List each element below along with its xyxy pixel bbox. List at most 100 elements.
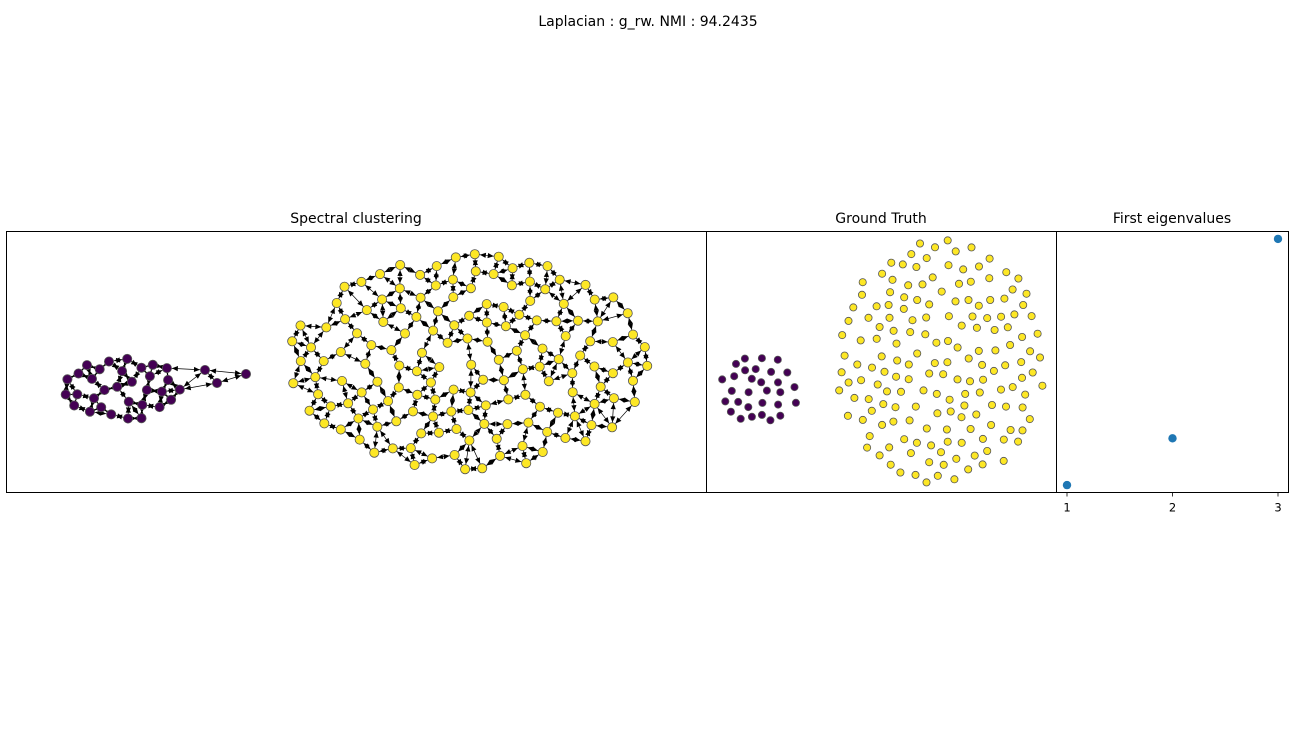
edge-arrowhead — [571, 397, 577, 404]
graph-node — [517, 440, 528, 451]
ground-truth-point — [1000, 294, 1009, 303]
graph-node — [446, 406, 457, 417]
ground-truth-point — [757, 354, 766, 363]
ground-truth-point — [953, 375, 962, 384]
edge-arrowhead — [465, 445, 471, 452]
ground-truth-point — [883, 387, 892, 396]
edge-arrowhead — [168, 388, 175, 394]
edge-arrowhead — [593, 310, 599, 317]
edge-arrowhead — [392, 354, 397, 362]
edge-arrowhead — [424, 288, 431, 295]
ground-truth-point — [1018, 373, 1027, 382]
edge-arrowhead — [94, 380, 101, 387]
edge-arrowhead — [297, 342, 304, 348]
ground-truth-point — [1019, 300, 1028, 309]
edge-arrowhead — [372, 313, 380, 319]
graph-node — [629, 396, 640, 407]
graph-node — [431, 261, 442, 272]
graph-node — [575, 350, 586, 361]
edge-arrowhead — [527, 267, 533, 274]
graph-node — [481, 317, 492, 328]
edge-arrowhead — [451, 268, 457, 275]
ground-truth-point — [1002, 268, 1011, 277]
ground-truth-point — [1026, 347, 1035, 356]
edge-arrowhead — [441, 259, 448, 264]
figure-suptitle: Laplacian : g_rw. NMI : 94.2435 — [538, 14, 757, 30]
edge-arrowhead — [600, 310, 606, 318]
edge-arrowhead — [386, 291, 393, 297]
graph-node — [354, 434, 365, 445]
ground-truth-point — [908, 316, 917, 325]
ground-truth-point — [843, 411, 852, 420]
graph-node — [106, 409, 117, 420]
edge-arrowhead — [496, 421, 503, 427]
graph-node — [425, 377, 436, 388]
edge-arrowhead — [420, 459, 428, 465]
edge-arrowhead — [449, 394, 455, 401]
ground-truth-point — [766, 416, 775, 425]
edge-arrowhead — [602, 316, 610, 321]
ground-truth-point — [983, 446, 992, 455]
ground-truth-point — [889, 417, 898, 426]
ground-truth-point — [900, 435, 909, 444]
edge-arrowhead — [381, 448, 388, 454]
edge-arrowhead — [523, 427, 529, 434]
edge-arrowhead — [404, 456, 411, 462]
edge-arrowhead — [450, 286, 456, 293]
edge-arrowhead — [559, 347, 565, 355]
edge-arrowhead — [384, 277, 391, 283]
ground-truth-point — [741, 366, 750, 375]
edge-arrowhead — [488, 377, 495, 383]
ground-truth-point — [762, 386, 771, 395]
ground-truth-point — [879, 400, 888, 409]
edge-arrowhead — [330, 376, 337, 382]
ground-truth-point — [885, 443, 894, 452]
graph-node — [112, 381, 123, 392]
ground-truth-point — [964, 354, 973, 363]
edge-arrowhead — [362, 410, 370, 416]
edge-arrowhead — [586, 288, 593, 296]
edge-arrowhead — [601, 339, 608, 345]
ground-truth-point — [966, 277, 975, 286]
edge-arrowhead — [529, 397, 537, 404]
edge-arrowhead — [420, 373, 427, 380]
edge-arrowhead — [63, 384, 69, 391]
edge-arrowhead — [502, 311, 508, 319]
graph-node — [608, 292, 619, 303]
edge-arrowhead — [490, 400, 498, 406]
ground-truth-point — [858, 290, 867, 299]
edge-arrowhead — [558, 284, 565, 291]
ground-truth-point — [918, 280, 927, 289]
edge-arrowhead — [184, 385, 192, 391]
graph-node — [343, 398, 354, 409]
ground-truth-point — [911, 470, 920, 479]
edge-arrowhead — [120, 391, 126, 398]
edge-arrowhead — [125, 406, 131, 413]
graph-node — [524, 257, 535, 268]
graph-node — [442, 337, 453, 348]
edge-arrowhead — [347, 337, 354, 344]
edge-arrowhead — [583, 396, 591, 402]
ground-truth-point — [904, 360, 913, 369]
edge-arrowhead — [396, 376, 402, 383]
graph-node — [391, 416, 402, 427]
graph-node — [287, 336, 298, 347]
graph-node — [240, 368, 251, 379]
graph-node — [460, 464, 471, 475]
ground-truth-point — [991, 346, 1000, 355]
ground-truth-point — [951, 297, 960, 306]
graph-node — [318, 356, 329, 367]
ground-truth-point — [885, 313, 894, 322]
ground-truth-point — [990, 325, 999, 334]
edge-arrowhead — [501, 277, 508, 283]
edge-arrowhead — [531, 410, 538, 418]
ground-truth-point — [1025, 415, 1034, 424]
graph-node — [543, 376, 554, 387]
graph-node — [94, 364, 105, 375]
edge-arrowhead — [631, 390, 637, 397]
edge-arrowhead — [303, 336, 309, 343]
graph-node — [500, 321, 511, 332]
ground-truth-point — [1018, 403, 1027, 412]
graph-node — [535, 401, 546, 412]
graph-node — [466, 359, 477, 370]
